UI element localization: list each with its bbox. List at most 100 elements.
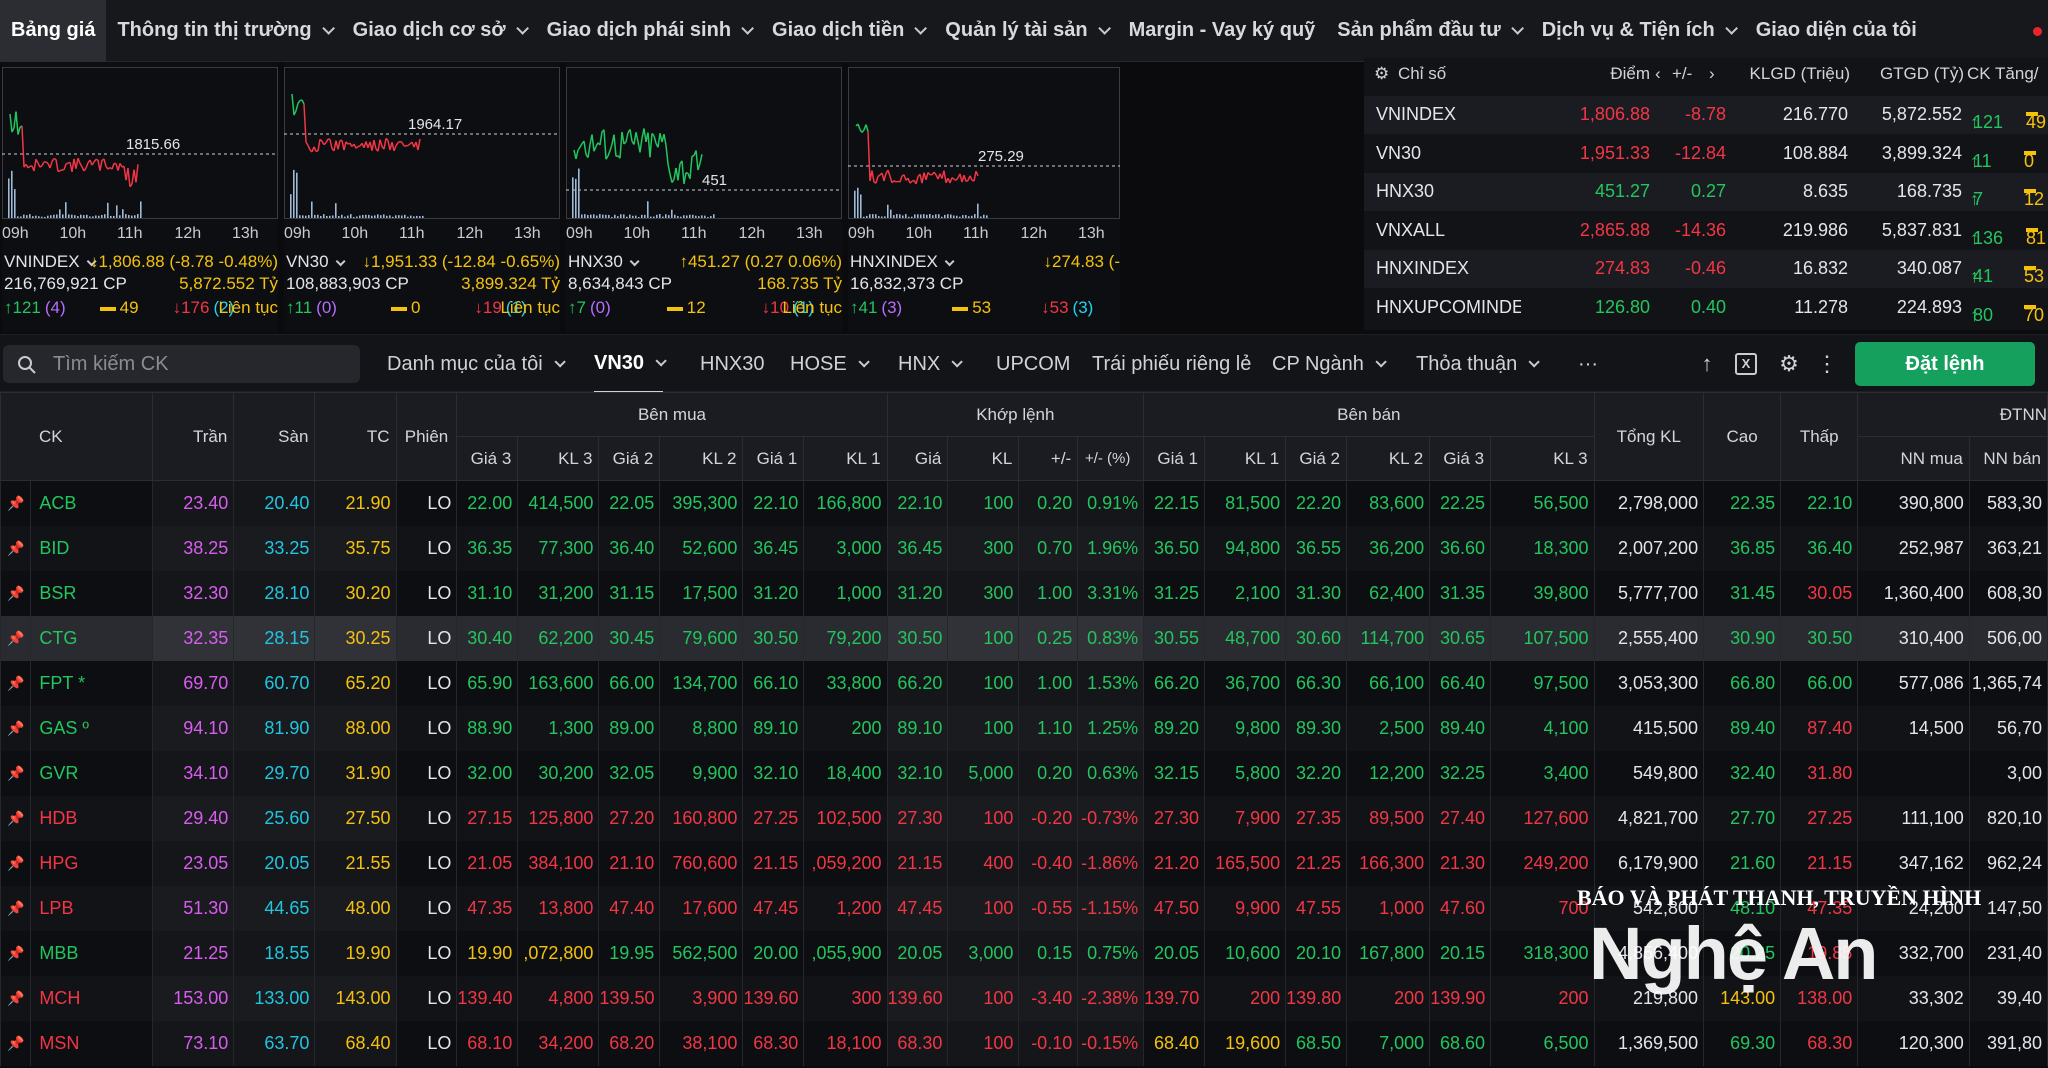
table-row[interactable]: 📌 LPB 51.30 44.65 48.00 LO 47.35 13,800 47.40 17,… (0, 885, 2048, 931)
table-row[interactable]: 📌 BID 38.25 33.25 35.75 LO 36.35 77,300 36.40 52,… (0, 525, 2048, 571)
cell-symbol[interactable]: GAS º (30, 705, 154, 751)
more-vertical-icon[interactable]: ⋮ (1816, 351, 1838, 376)
header-nn_buy[interactable]: NN mua (1857, 436, 1970, 481)
table-row[interactable]: 📌 ACB 23.40 20.40 21.90 LO 22.00 414,500 22.05 39… (0, 480, 2048, 526)
menu-item-9[interactable]: Giao diện của tôi (1745, 0, 1928, 62)
search-box[interactable] (3, 345, 360, 383)
cell-symbol[interactable]: MSN (30, 1020, 154, 1066)
table-row[interactable]: 📌 GAS º 94.10 81.90 88.00 LO 88.90 1,300 89.00 8,… (0, 705, 2048, 751)
cell-symbol[interactable]: CTG (30, 615, 154, 661)
pin-icon[interactable]: 📌 (0, 615, 32, 661)
pin-icon[interactable]: 📌 (0, 525, 32, 571)
cell-symbol[interactable]: MCH (30, 975, 154, 1021)
filter-tab-0[interactable]: Danh mục của tôi (387, 335, 566, 393)
header-sv1[interactable]: KL 1 (1204, 436, 1287, 481)
index-name-dropdown[interactable]: HNX30 (568, 252, 640, 272)
filter-tab-7[interactable]: CP Ngành (1272, 335, 1387, 393)
pin-icon[interactable]: 📌 (0, 930, 32, 976)
index-row-hnxupcominde[interactable]: HNXUPCOMINDE 126.80 0.40 11.278 224.893 ↑ 80 70… (1364, 289, 2048, 327)
excel-export-icon[interactable]: X (1735, 353, 1757, 375)
header-high[interactable]: Cao (1703, 392, 1782, 481)
header-sv2[interactable]: KL 2 (1346, 436, 1431, 481)
gear-icon[interactable]: ⚙ (1374, 64, 1390, 83)
settings-gear-icon[interactable]: ⚙ (1779, 351, 1799, 376)
index-row-vnxall[interactable]: VNXALL 2,865.88 -14.36 219.986 5,837.831 ↑ 136… (1364, 212, 2048, 250)
cell-symbol[interactable]: LPB (30, 885, 154, 931)
header-bv2[interactable]: KL 2 (659, 436, 744, 481)
header-bv1[interactable]: KL 1 (803, 436, 888, 481)
index-chart-vnindex[interactable]: 1815.6609h10h11h12h13h14h15hVNINDEX↓1,80… (2, 62, 374, 332)
index-name-dropdown[interactable]: VNINDEX (4, 252, 97, 272)
cell-symbol[interactable]: HPG (30, 840, 154, 886)
header-bp1[interactable]: Giá 1 (742, 436, 805, 481)
chevron-right-icon[interactable]: › (1709, 64, 1715, 83)
pin-icon[interactable]: 📌 (0, 795, 32, 841)
pin-icon[interactable]: 📌 (0, 570, 32, 616)
header-ck[interactable]: CK (0, 392, 154, 481)
cell-symbol[interactable]: MBB (30, 930, 154, 976)
header-ref[interactable]: TC (314, 392, 397, 481)
pin-icon[interactable]: 📌 (0, 885, 32, 931)
menu-item-6[interactable]: Margin - Vay ký quỹ (1118, 0, 1327, 62)
search-input[interactable] (53, 345, 353, 383)
table-row[interactable]: 📌 MSN 73.10 63.70 68.40 LO 68.10 34,200 68.20 38,… (0, 1020, 2048, 1066)
pin-icon[interactable]: 📌 (0, 660, 32, 706)
filter-tab-6[interactable]: Trái phiếu riêng lẻ (1092, 335, 1251, 393)
cell-symbol[interactable]: BSR (30, 570, 154, 616)
filter-tab-1[interactable]: VN30 (594, 335, 667, 393)
menu-item-0[interactable]: Bảng giá (0, 0, 107, 62)
cell-symbol[interactable]: BID (30, 525, 154, 571)
index-row-vnindex[interactable]: VNINDEX 1,806.88 -8.78 216.770 5,872.552 ↑ 121… (1364, 96, 2048, 134)
index-chart-hnxindex[interactable]: 275.29 09h 10h 11h 12h 13h HNXINDEX ↓274.83 (- 1… (848, 62, 1120, 332)
cell-symbol[interactable]: FPT * (30, 660, 154, 706)
index-chart-vn30[interactable]: 1964.1709h10h11h12h13h14h15hVN30↓1,951.3… (284, 62, 656, 332)
header-bp2[interactable]: Giá 2 (598, 436, 661, 481)
index-name-dropdown[interactable]: VN30 (286, 252, 346, 272)
cell-symbol[interactable]: HDB (30, 795, 154, 841)
filter-tab-5[interactable]: UPCOM (996, 335, 1070, 393)
pin-icon[interactable]: 📌 (0, 975, 32, 1021)
pin-icon[interactable]: 📌 (0, 1020, 32, 1066)
header-sp3[interactable]: Giá 3 (1429, 436, 1492, 481)
header-nn_sell[interactable]: NN bán (1968, 436, 2048, 481)
filter-tab-9[interactable]: ··· (1578, 335, 1598, 393)
header-ceil[interactable]: Trần (152, 392, 235, 481)
table-row[interactable]: 📌 GVR 34.10 29.70 31.90 LO 32.00 30,200 32.05 9,9… (0, 750, 2048, 796)
table-row[interactable]: 📌 HPG 23.05 20.05 21.55 LO 21.05 384,100 21.10 76… (0, 840, 2048, 886)
pin-icon[interactable]: 📌 (0, 705, 32, 751)
table-row[interactable]: 📌 MBB 21.25 18.55 19.90 LO 19.90,072,800 19.95 5… (0, 930, 2048, 976)
menu-item-2[interactable]: Giao dịch cơ sở (342, 0, 536, 62)
filter-tab-3[interactable]: HOSE (790, 335, 870, 393)
table-row[interactable]: 📌 HDB 29.40 25.60 27.50 LO 27.15 125,800 27.20 16… (0, 795, 2048, 841)
header-bv3[interactable]: KL 3 (517, 436, 600, 481)
header-session[interactable]: Phiên (395, 392, 458, 481)
table-row[interactable]: 📌 BSR 32.30 28.10 30.20 LO 31.10 31,200 31.15 17,… (0, 570, 2048, 616)
filter-tab-8[interactable]: Thỏa thuận (1416, 335, 1540, 393)
header-chg[interactable]: +/- (1018, 436, 1079, 481)
table-row[interactable]: 📌 FPT * 69.70 60.70 65.20 LO 65.90 163,600 66.00… (0, 660, 2048, 706)
index-chart-hnx30[interactable]: 45109h10h11h12h13h14h15hHNX30↑451.27 (0.… (566, 62, 938, 332)
pin-icon[interactable]: 📌 (0, 840, 32, 886)
pin-icon[interactable]: 📌 (0, 480, 32, 526)
index-name-dropdown[interactable]: HNXINDEX (850, 252, 955, 272)
menu-item-7[interactable]: Sản phẩm đầu tư (1326, 0, 1530, 62)
header-bp3[interactable]: Giá 3 (456, 436, 519, 481)
chevron-left-icon[interactable]: ‹ (1655, 64, 1661, 83)
header-mp[interactable]: Giá (886, 436, 949, 481)
pin-icon[interactable]: 📌 (0, 750, 32, 796)
menu-item-1[interactable]: Thông tin thị trường (106, 0, 341, 62)
cell-symbol[interactable]: ACB (30, 480, 154, 526)
header-sp1[interactable]: Giá 1 (1143, 436, 1206, 481)
filter-tab-4[interactable]: HNX (898, 335, 964, 393)
header-sv3[interactable]: KL 3 (1490, 436, 1595, 481)
menu-item-3[interactable]: Giao dịch phái sinh (536, 0, 761, 62)
table-row[interactable]: 📌 MCH 153.00 133.00 143.00 LO 139.40 4,800 139.5… (0, 975, 2048, 1021)
arrow-up-icon[interactable]: ↑ (1701, 351, 1713, 376)
menu-item-5[interactable]: Quản lý tài sản (934, 0, 1117, 62)
header-pct[interactable]: +/- (%) (1077, 436, 1145, 481)
header-low[interactable]: Thấp (1780, 392, 1859, 481)
place-order-button[interactable]: Đặt lệnh (1855, 342, 2035, 386)
